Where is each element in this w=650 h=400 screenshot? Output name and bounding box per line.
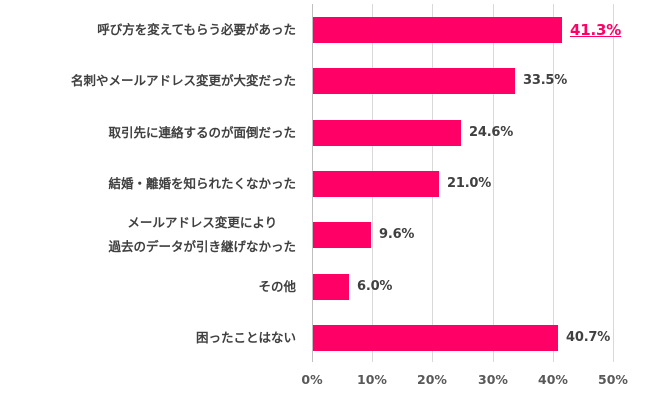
category-label: メールアドレス変更により過去のデータが引き継げなかった bbox=[108, 211, 296, 259]
category-label-line: 困ったことはない bbox=[195, 330, 296, 345]
category-label: 困ったことはない bbox=[196, 326, 296, 350]
category-label-line: 名刺やメールアドレス変更が大変だった bbox=[70, 73, 296, 88]
x-tick-label: 20% bbox=[417, 372, 447, 387]
category-label-line: 呼び方を変えてもらう必要があった bbox=[97, 22, 296, 37]
x-tick-label: 50% bbox=[598, 372, 628, 387]
bar bbox=[313, 325, 558, 351]
gridline bbox=[553, 4, 554, 362]
value-label: 6.0% bbox=[357, 279, 393, 294]
value-label: 41.3% bbox=[570, 21, 622, 39]
category-label: その他 bbox=[258, 275, 296, 299]
value-label: 33.5% bbox=[523, 73, 568, 88]
category-label: 結婚・離婚を知られたくなかった bbox=[108, 172, 296, 196]
gridline bbox=[613, 4, 614, 362]
category-label-line: 過去のデータが引き継げなかった bbox=[108, 239, 296, 254]
category-label: 名刺やメールアドレス変更が大変だった bbox=[71, 69, 296, 93]
bar bbox=[313, 274, 349, 300]
value-label: 24.6% bbox=[469, 125, 514, 140]
bar bbox=[313, 120, 461, 146]
gridline bbox=[312, 4, 313, 362]
bar bbox=[313, 68, 515, 94]
value-label: 9.6% bbox=[379, 227, 415, 242]
category-label: 取引先に連絡するのが面倒だった bbox=[108, 121, 296, 145]
x-tick-label: 10% bbox=[357, 372, 387, 387]
category-label-line: 結婚・離婚を知られたくなかった bbox=[108, 176, 296, 191]
x-tick-label: 30% bbox=[478, 372, 508, 387]
category-label-line: メールアドレス変更により bbox=[127, 215, 278, 230]
gridline bbox=[493, 4, 494, 362]
value-label: 21.0% bbox=[447, 176, 492, 191]
x-tick-label: 0% bbox=[301, 372, 323, 387]
bar bbox=[313, 171, 439, 197]
bar bbox=[313, 222, 371, 248]
category-label-line: 取引先に連絡するのが面倒だった bbox=[108, 125, 296, 140]
x-tick-label: 40% bbox=[538, 372, 568, 387]
bar bbox=[313, 17, 562, 43]
category-label-line: その他 bbox=[258, 279, 296, 294]
value-label: 40.7% bbox=[566, 330, 611, 345]
category-label: 呼び方を変えてもらう必要があった bbox=[97, 18, 296, 42]
